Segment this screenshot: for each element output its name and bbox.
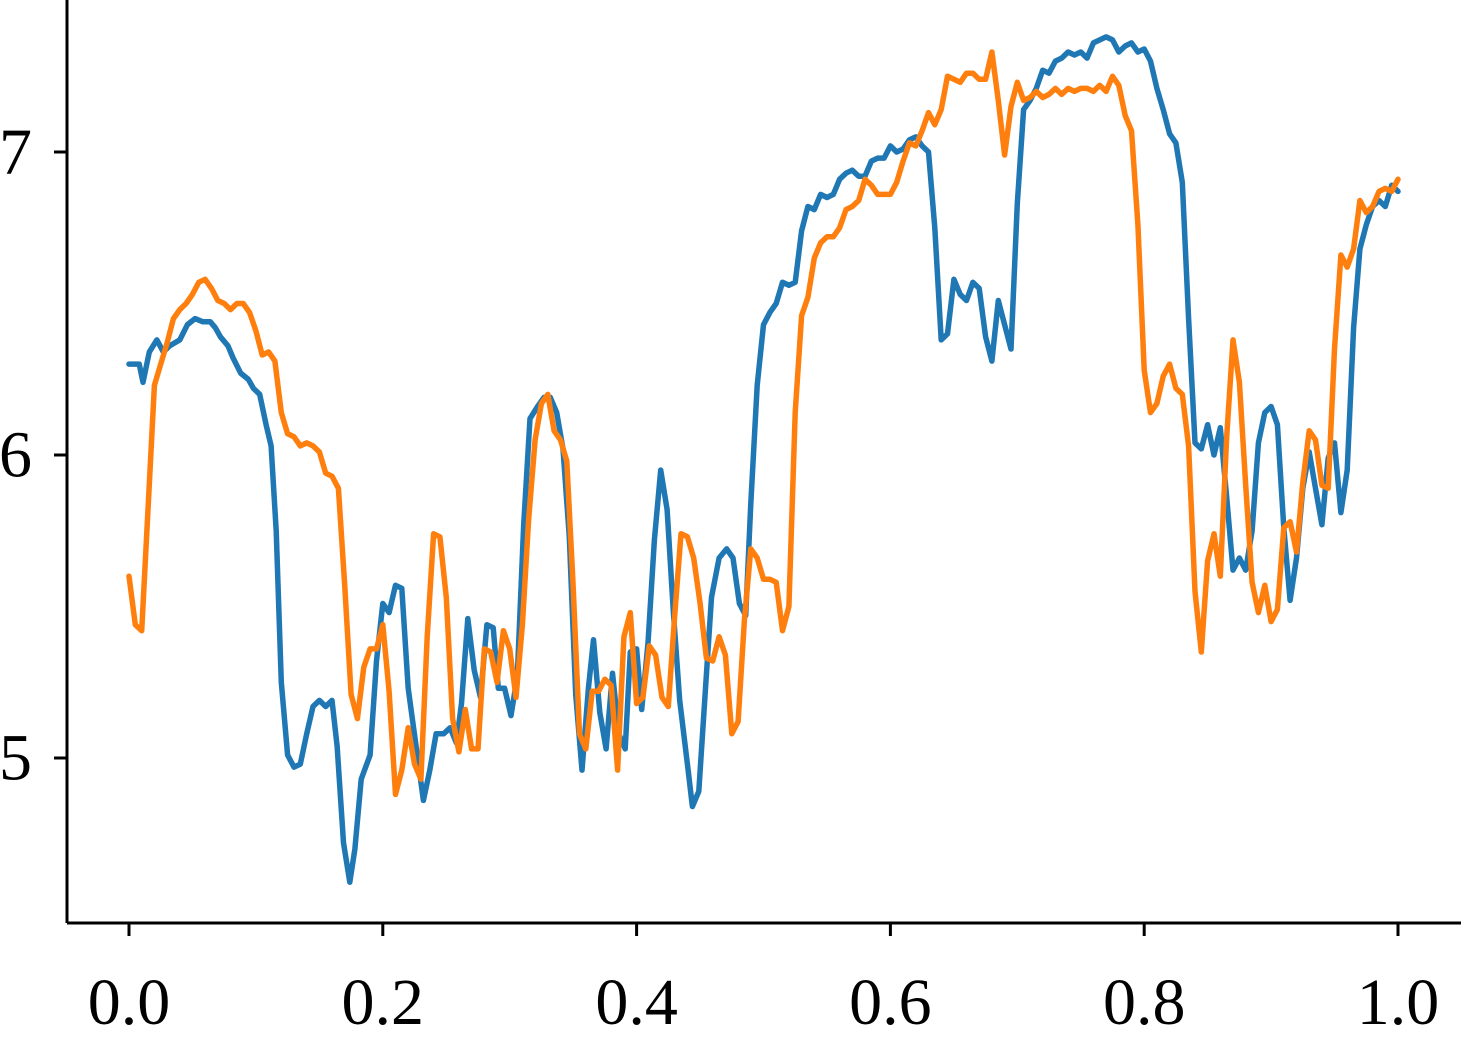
x-tick-label: 0.0 [88,966,171,1039]
x-tick-label: 0.4 [595,966,678,1039]
x-tick-label: 0.8 [1103,966,1186,1039]
y-tick-label: 5 [0,722,32,795]
x-tick-label: 0.2 [342,966,425,1039]
x-axis-ticks: 0.0 0.2 0.4 0.6 0.8 1.0 [88,923,1440,1039]
y-tick-label: 7 [0,116,32,189]
x-tick-label: 1.0 [1357,966,1440,1039]
series-layer [126,34,1401,885]
x-tick-label: 0.6 [849,966,932,1039]
y-axis-ticks: 5 6 7 [0,116,67,795]
series-line-2 [126,49,1401,798]
y-tick-label: 6 [0,419,32,492]
series-line-1 [126,34,1401,885]
